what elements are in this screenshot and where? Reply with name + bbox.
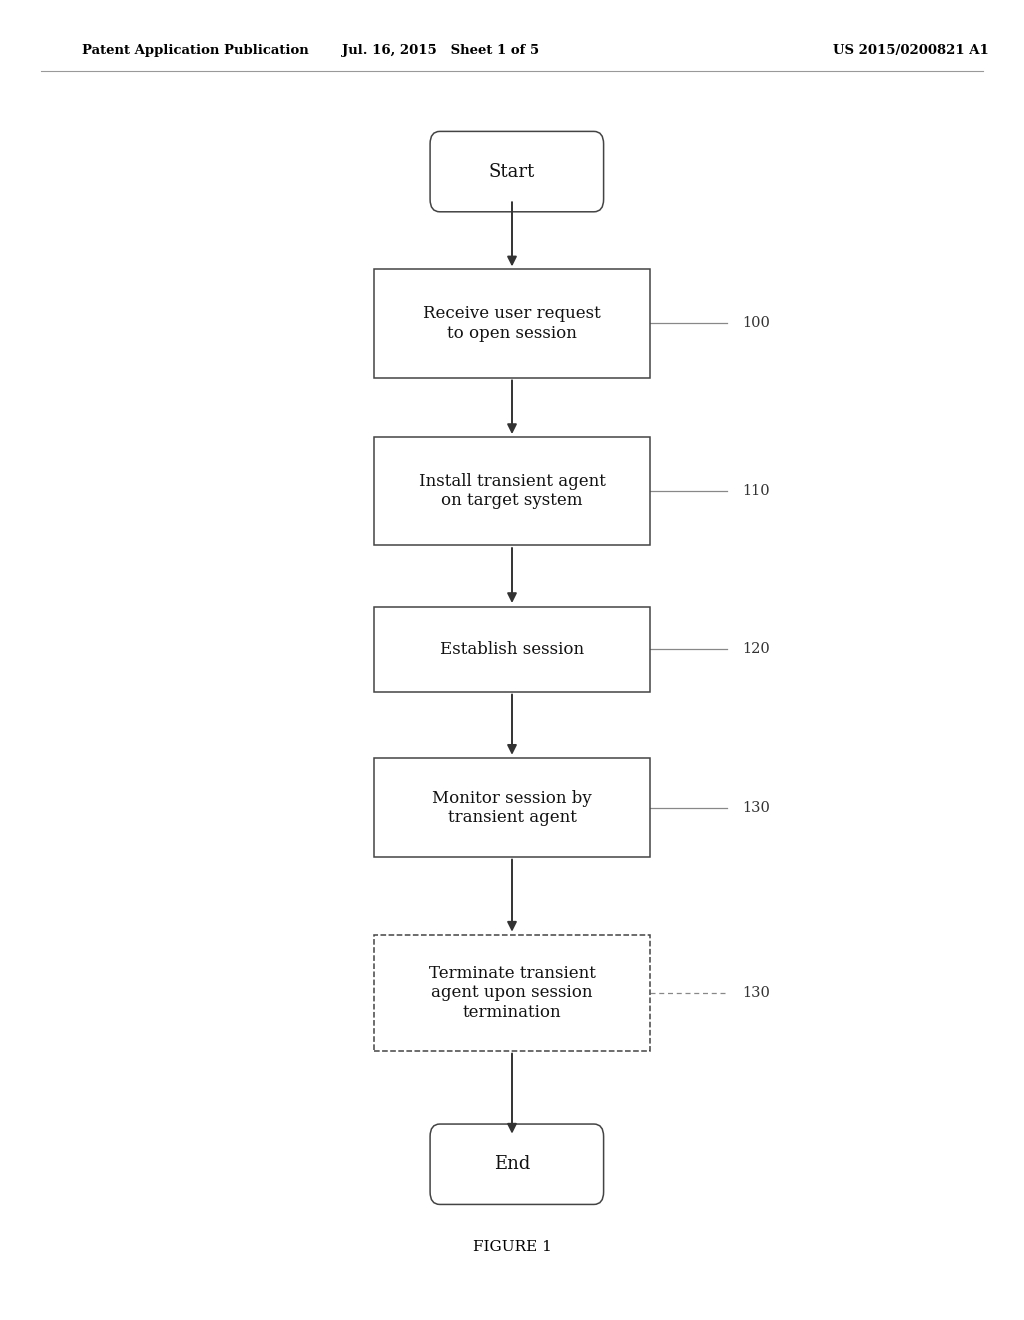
FancyBboxPatch shape: [430, 132, 603, 211]
Text: 120: 120: [742, 643, 770, 656]
Text: 110: 110: [742, 484, 770, 498]
Text: Monitor session by
transient agent: Monitor session by transient agent: [432, 789, 592, 826]
Text: End: End: [494, 1155, 530, 1173]
Text: Receive user request
to open session: Receive user request to open session: [423, 305, 601, 342]
Text: 130: 130: [742, 986, 770, 999]
Text: Jul. 16, 2015   Sheet 1 of 5: Jul. 16, 2015 Sheet 1 of 5: [342, 44, 539, 57]
Text: FIGURE 1: FIGURE 1: [472, 1241, 552, 1254]
FancyBboxPatch shape: [374, 935, 650, 1051]
FancyBboxPatch shape: [374, 269, 650, 378]
FancyBboxPatch shape: [374, 758, 650, 858]
Text: US 2015/0200821 A1: US 2015/0200821 A1: [834, 44, 989, 57]
Text: Establish session: Establish session: [440, 642, 584, 657]
FancyBboxPatch shape: [430, 1125, 603, 1204]
Text: 130: 130: [742, 801, 770, 814]
Text: Terminate transient
agent upon session
termination: Terminate transient agent upon session t…: [429, 965, 595, 1020]
FancyBboxPatch shape: [374, 607, 650, 692]
Text: Patent Application Publication: Patent Application Publication: [82, 44, 308, 57]
Text: Install transient agent
on target system: Install transient agent on target system: [419, 473, 605, 510]
Text: Start: Start: [488, 162, 536, 181]
FancyBboxPatch shape: [374, 437, 650, 545]
Text: 100: 100: [742, 317, 770, 330]
